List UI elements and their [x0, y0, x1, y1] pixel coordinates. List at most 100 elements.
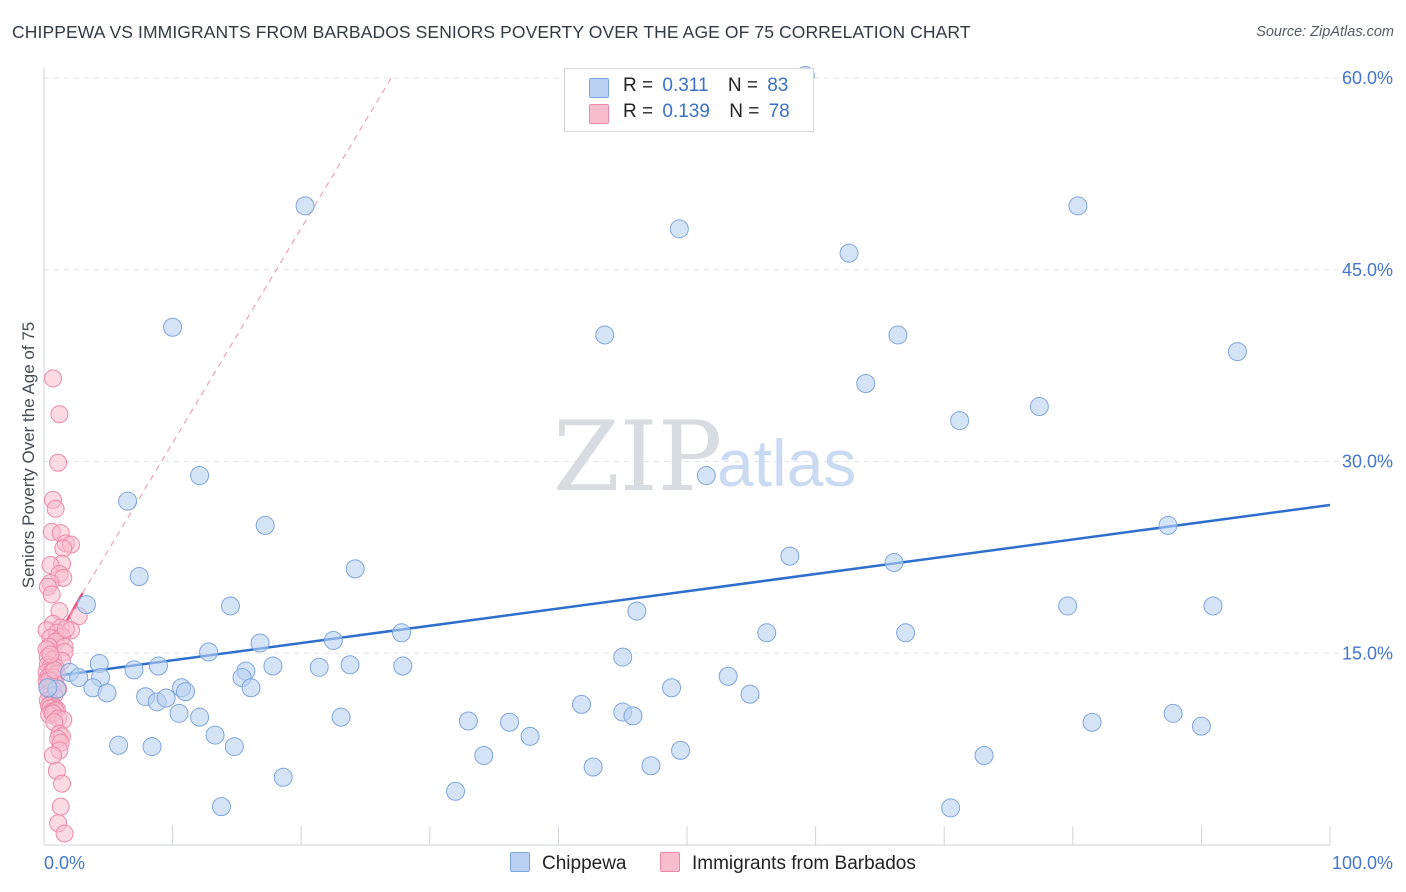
data-point-chippewa — [169, 703, 189, 723]
data-point-chippewa — [613, 647, 633, 667]
y-tick-label: 15.0% — [1342, 643, 1393, 663]
data-point-barbados — [42, 585, 61, 604]
watermark-zip: ZIP — [553, 401, 722, 513]
data-point-chippewa — [205, 725, 225, 745]
data-point-barbados — [41, 645, 60, 664]
data-point-chippewa — [520, 726, 540, 746]
data-point-chippewa — [671, 740, 691, 760]
source-label: Source: ZipAtlas.com — [1256, 24, 1394, 40]
data-point-chippewa — [1068, 196, 1088, 216]
data-point-chippewa — [224, 737, 244, 757]
trend-lines — [42, 77, 1331, 679]
data-point-chippewa — [309, 657, 329, 677]
data-point-barbados — [44, 746, 63, 765]
legend-n-value: 78 — [768, 101, 790, 122]
legend-text-barbados: R = 0.139 N = 78 — [623, 101, 790, 123]
data-point-chippewa — [76, 595, 96, 615]
data-point-chippewa — [69, 668, 89, 688]
data-point-chippewa — [669, 219, 689, 239]
data-point-chippewa — [340, 655, 360, 675]
data-point-chippewa — [941, 798, 961, 818]
data-point-chippewa — [572, 694, 592, 714]
data-point-chippewa — [1029, 397, 1049, 417]
data-point-chippewa — [211, 797, 231, 817]
legend-n-label: N = — [729, 101, 760, 122]
legend-r-value: 0.311 — [662, 75, 709, 96]
stats-legend: R = 0.311 N = 83 R = 0.139 N = 78 — [564, 68, 814, 132]
data-point-chippewa — [142, 737, 162, 757]
data-point-chippewa — [500, 712, 520, 732]
data-point-chippewa — [129, 567, 149, 587]
data-point-chippewa — [1163, 703, 1183, 723]
bottom-legend-swatch-barbados — [660, 852, 680, 872]
data-point-chippewa — [345, 559, 365, 579]
legend-n-label: N = — [727, 75, 758, 96]
data-point-chippewa — [856, 374, 876, 394]
y-tick-label: 45.0% — [1342, 260, 1393, 280]
data-point-chippewa — [199, 642, 219, 662]
y-axis-label: Seniors Poverty Over the Age of 75 — [19, 322, 38, 588]
data-point-chippewa — [273, 767, 293, 787]
bottom-legend-barbados: Immigrants from Barbados — [660, 852, 916, 875]
trend-line-barbados-extended — [82, 77, 392, 594]
data-point-chippewa — [757, 623, 777, 643]
axes — [43, 68, 1331, 846]
data-point-chippewa — [662, 678, 682, 698]
data-point-chippewa — [1203, 596, 1223, 616]
x-tick-label: 100.0% — [1332, 853, 1393, 873]
data-point-chippewa — [884, 552, 904, 572]
watermark: ZIP atlas — [553, 401, 856, 513]
data-point-barbados — [45, 660, 64, 679]
data-point-chippewa — [156, 688, 176, 708]
data-point-barbados — [44, 369, 63, 388]
data-point-chippewa — [1191, 716, 1211, 736]
legend-text-chippewa: R = 0.311 N = 83 — [623, 75, 788, 97]
data-point-chippewa — [323, 630, 343, 650]
legend-r-label: R = — [623, 101, 654, 122]
data-point-barbados — [54, 539, 73, 558]
watermark-atlas: atlas — [717, 426, 856, 500]
data-point-chippewa — [255, 515, 275, 535]
data-point-barbados — [53, 774, 72, 793]
data-point-chippewa — [595, 325, 615, 345]
data-point-chippewa — [888, 325, 908, 345]
legend-r-value: 0.139 — [662, 101, 710, 122]
legend-r-label: R = — [623, 75, 654, 96]
legend-swatch-barbados — [589, 104, 609, 124]
bottom-legend-label-chippewa: Chippewa — [542, 853, 627, 874]
series-chippewa — [38, 65, 1247, 818]
data-point-chippewa — [641, 756, 661, 776]
data-point-chippewa — [38, 678, 58, 698]
data-point-chippewa — [974, 746, 994, 766]
chart-title: CHIPPEWA VS IMMIGRANTS FROM BARBADOS SEN… — [12, 22, 971, 42]
data-point-chippewa — [950, 411, 970, 431]
data-point-barbados — [56, 619, 75, 638]
data-point-chippewa — [718, 666, 738, 686]
legend-swatch-chippewa — [589, 78, 609, 98]
data-point-chippewa — [1082, 712, 1102, 732]
data-point-chippewa — [1227, 342, 1247, 362]
data-point-chippewa — [263, 656, 283, 676]
data-point-barbados — [46, 499, 65, 518]
data-point-chippewa — [696, 466, 716, 486]
data-point-chippewa — [163, 317, 183, 337]
data-point-barbados — [49, 453, 68, 472]
data-point-chippewa — [1158, 515, 1178, 535]
trend-line-chippewa — [43, 503, 1331, 679]
data-point-chippewa — [109, 735, 129, 755]
data-point-barbados — [51, 797, 70, 816]
data-point-chippewa — [220, 596, 240, 616]
data-point-chippewa — [458, 711, 478, 731]
data-point-chippewa — [627, 601, 647, 621]
data-point-chippewa — [740, 684, 760, 704]
grid-lines — [44, 77, 1394, 654]
data-point-chippewa — [331, 707, 351, 727]
data-point-chippewa — [780, 546, 800, 566]
data-point-chippewa — [393, 656, 413, 676]
data-point-chippewa — [250, 633, 270, 653]
data-point-barbados — [50, 405, 69, 424]
bottom-legend-swatch-chippewa — [510, 852, 530, 872]
data-point-chippewa — [118, 491, 138, 511]
data-point-chippewa — [446, 781, 466, 801]
